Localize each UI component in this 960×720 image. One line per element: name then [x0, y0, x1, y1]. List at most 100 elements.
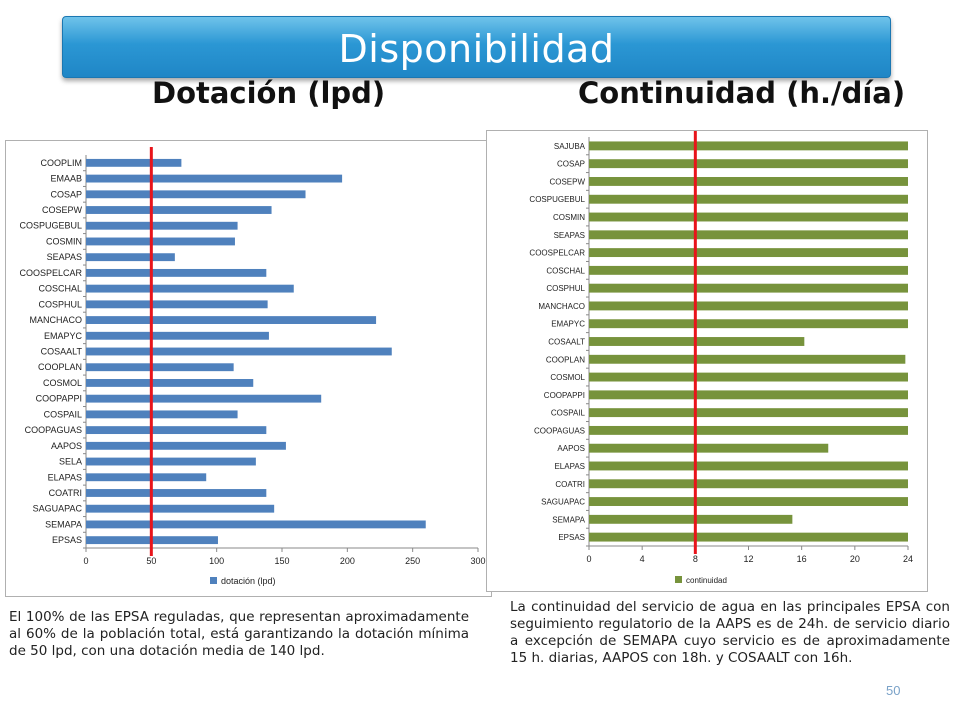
- continuidad-chart-frame: EPSAS SEMAPA SAGUAPAC COATRI ELAPAS AAPOS COOP…: [486, 129, 928, 592]
- dotacion-category-label: ELAPAS: [48, 472, 82, 482]
- continuidad-category-label: COSPAIL: [551, 409, 586, 418]
- dotacion-category-label: COOPLIM: [40, 158, 82, 168]
- continuidad-category-label: COSPUGEBUL: [529, 195, 585, 204]
- dotacion-bar-cosmol: [86, 379, 254, 387]
- continuidad-bar-saguapac: [589, 497, 908, 506]
- continuidad-bar-cosap: [589, 159, 908, 169]
- dotacion-bar-semapa: [86, 520, 426, 529]
- dotacion-category-label: COOPLAN: [38, 362, 82, 372]
- dotacion-category-label: AAPOS: [51, 441, 82, 451]
- dotacion-bar-emaab: [86, 174, 343, 183]
- dotacion-category-label: SEAPAS: [47, 252, 82, 262]
- dotacion-bar-emapyc: [86, 331, 269, 340]
- dotacion-bar-seapas: [86, 253, 175, 262]
- continuidad-category-label: SAGUAPAC: [541, 498, 585, 507]
- dotacion-category-label: COSAP: [50, 189, 82, 199]
- dotacion-bar-cooplim: [86, 158, 182, 167]
- dotacion-bar-cosepw: [86, 206, 272, 214]
- dotacion-chart-frame: EPSAS SEMAPA SAGUAPAC COATRI ELAPAS SELA AAPOS…: [5, 140, 492, 597]
- page-number: 50: [886, 683, 901, 698]
- continuidad-category-label: SAJUBA: [554, 142, 586, 151]
- dotacion-legend-label: dotación (lpd): [221, 576, 276, 586]
- continuidad-category-label: COOPAGUAS: [534, 426, 585, 435]
- continuidad-x-tick-label: 8: [693, 554, 698, 564]
- dotacion-x-tick-label: 300: [470, 556, 485, 566]
- dotacion-category-label: COSPUGEBUL: [19, 221, 82, 231]
- continuidad-legend-swatch: [675, 576, 682, 583]
- continuidad-category-label: COSPHUL: [546, 284, 585, 293]
- dotacion-bar-sela: [86, 457, 256, 466]
- continuidad-x-tick-label: 0: [586, 554, 591, 564]
- continuidad-category-label: COSCHAL: [546, 266, 585, 275]
- continuidad-bar-cospugebul: [589, 194, 908, 204]
- dotacion-bar-coospelcar: [86, 268, 267, 277]
- dotacion-bar-cooplan: [86, 363, 234, 372]
- dotacion-category-label: EMAAB: [50, 174, 82, 184]
- dotacion-category-label: COSPHUL: [38, 299, 82, 309]
- left-chart-heading: Dotación (lpd): [152, 76, 386, 110]
- dotacion-bar-cosaalt: [86, 347, 392, 356]
- continuidad-bar-coopaguas: [589, 425, 908, 435]
- dotacion-category-label: COSMOL: [43, 378, 82, 388]
- continuidad-bar-cosphul: [589, 283, 908, 293]
- dotacion-legend-swatch: [210, 577, 217, 584]
- continuidad-category-label: COOPAPPI: [544, 391, 585, 400]
- dotacion-category-label: EMAPYC: [44, 331, 83, 341]
- dotacion-category-label: EPSAS: [52, 535, 82, 545]
- dotacion-x-tick-label: 200: [340, 556, 355, 566]
- title-banner: Disponibilidad: [62, 16, 891, 78]
- continuidad-bar-cospail: [589, 408, 908, 418]
- dotacion-bar-cospail: [86, 410, 238, 419]
- continuidad-category-label: AAPOS: [557, 444, 585, 453]
- dotacion-category-label: COOSPELCAR: [19, 268, 82, 278]
- dotacion-x-tick-label: 250: [405, 556, 420, 566]
- continuidad-x-tick-label: 20: [850, 554, 860, 564]
- right-caption: La continuidad del servicio de agua en l…: [510, 599, 950, 666]
- dotacion-chart: EPSAS SEMAPA SAGUAPAC COATRI ELAPAS SELA AAPOS…: [19, 147, 486, 586]
- dotacion-category-label: COSEPW: [42, 205, 83, 215]
- continuidad-category-label: COSEPW: [549, 177, 585, 186]
- right-chart-heading: Continuidad (h./día): [578, 76, 906, 110]
- continuidad-category-label: COSAP: [557, 160, 585, 169]
- continuidad-bar-coopappi: [589, 390, 908, 400]
- dotacion-bar-coopaguas: [86, 426, 267, 435]
- continuidad-category-label: COOPLAN: [546, 355, 585, 364]
- dotacion-bar-elapas: [86, 473, 207, 482]
- continuidad-bar-elapas: [589, 461, 908, 471]
- dotacion-bar-saguapac: [86, 504, 275, 513]
- continuidad-category-label: MANCHACO: [538, 302, 585, 311]
- continuidad-legend-label: continuidad: [686, 576, 727, 585]
- page-title: Disponibilidad: [338, 27, 615, 71]
- continuidad-x-tick-label: 4: [640, 554, 645, 564]
- dotacion-x-tick-label: 150: [274, 556, 289, 566]
- dotacion-x-tick-label: 0: [83, 556, 88, 566]
- continuidad-bar-semapa: [589, 514, 793, 524]
- continuidad-category-label: COSAALT: [548, 338, 585, 347]
- continuidad-bar-manchaco: [589, 301, 908, 311]
- continuidad-category-label: EMAPYC: [551, 320, 585, 329]
- dotacion-bar-coopappi: [86, 394, 322, 403]
- dotacion-category-label: MANCHACO: [29, 315, 82, 325]
- dotacion-category-label: SEMAPA: [45, 519, 82, 529]
- dotacion-bar-cosphul: [86, 300, 268, 309]
- continuidad-bar-cooplan: [589, 354, 906, 364]
- continuidad-bar-cosepw: [589, 177, 908, 186]
- continuidad-bar-coatri: [589, 479, 908, 489]
- dotacion-category-label: SAGUAPAC: [33, 504, 83, 514]
- dotacion-category-label: COSMIN: [46, 236, 82, 246]
- continuidad-bar-sajuba: [589, 141, 908, 151]
- dotacion-category-label: SELA: [59, 457, 82, 467]
- continuidad-x-tick-label: 24: [903, 554, 913, 564]
- continuidad-bar-epsas: [589, 532, 908, 542]
- continuidad-bar-aapos: [589, 443, 829, 453]
- continuidad-category-label: COOSPELCAR: [529, 249, 585, 258]
- continuidad-category-label: SEMAPA: [552, 515, 585, 524]
- dotacion-category-label: COSAALT: [41, 347, 83, 357]
- continuidad-category-label: ELAPAS: [554, 462, 585, 471]
- dotacion-category-label: COOPAPPI: [36, 394, 82, 404]
- continuidad-category-label: COATRI: [555, 480, 585, 489]
- dotacion-bar-cospugebul: [86, 221, 238, 230]
- dotacion-category-label: COSPAIL: [44, 409, 82, 419]
- dotacion-category-label: COSCHAL: [38, 284, 82, 294]
- dotacion-category-label: COOPAGUAS: [25, 425, 82, 435]
